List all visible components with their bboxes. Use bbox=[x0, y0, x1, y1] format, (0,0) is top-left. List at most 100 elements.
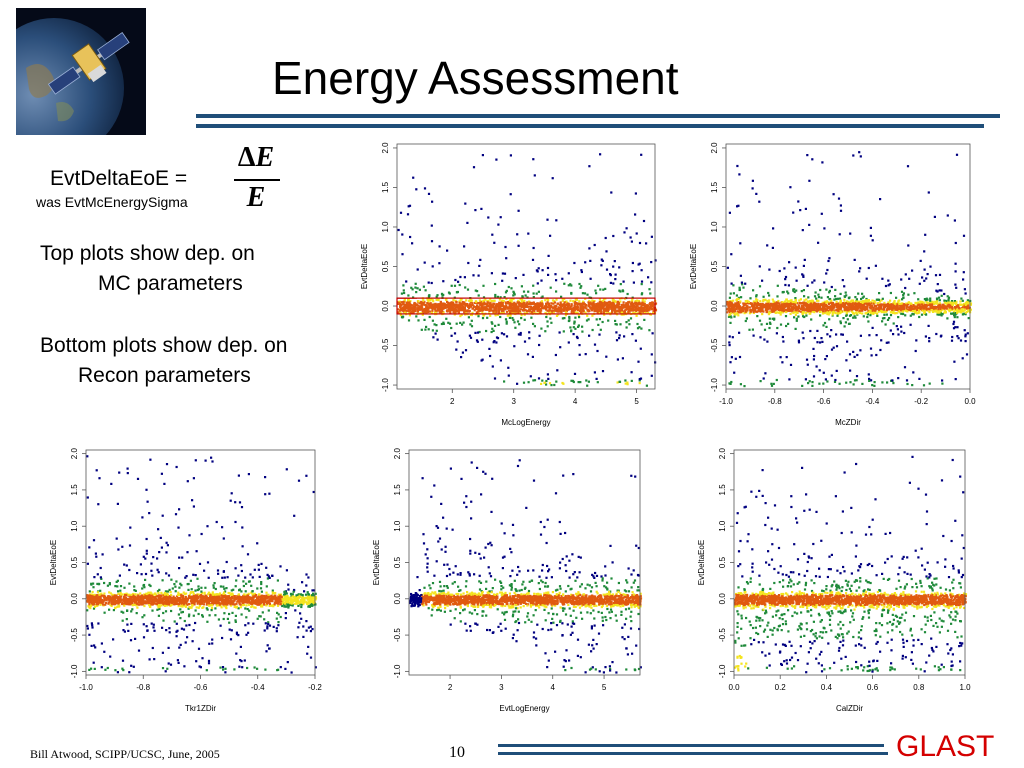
density-point bbox=[607, 308, 610, 311]
density-point bbox=[921, 301, 924, 304]
density-point bbox=[801, 308, 804, 311]
density-point bbox=[221, 526, 224, 529]
density-point bbox=[584, 261, 587, 264]
density-point bbox=[637, 303, 640, 306]
density-point bbox=[953, 316, 956, 319]
density-point bbox=[241, 545, 244, 548]
density-point bbox=[570, 329, 573, 332]
density-point bbox=[805, 314, 808, 317]
density-point bbox=[179, 608, 182, 611]
density-point bbox=[399, 304, 402, 307]
density-point bbox=[625, 307, 628, 310]
density-point bbox=[628, 305, 631, 308]
density-point bbox=[574, 327, 577, 330]
density-point bbox=[146, 500, 149, 503]
density-point bbox=[86, 496, 89, 499]
density-point bbox=[264, 493, 267, 496]
density-point bbox=[121, 545, 124, 548]
density-point bbox=[86, 562, 89, 565]
density-point bbox=[947, 299, 950, 302]
density-point bbox=[450, 284, 453, 287]
density-point bbox=[730, 316, 733, 319]
density-point bbox=[952, 312, 955, 315]
density-point bbox=[114, 585, 117, 588]
density-point bbox=[407, 319, 411, 322]
density-point bbox=[793, 316, 796, 319]
density-point bbox=[399, 307, 402, 310]
density-point bbox=[599, 328, 602, 331]
density-point bbox=[533, 379, 537, 382]
density-point bbox=[898, 311, 901, 314]
density-point bbox=[919, 307, 922, 310]
density-point bbox=[167, 662, 170, 665]
density-point bbox=[921, 305, 924, 309]
density-point bbox=[635, 232, 638, 235]
density-point bbox=[819, 310, 822, 313]
density-point bbox=[97, 622, 100, 625]
density-point bbox=[428, 294, 431, 297]
density-point bbox=[207, 576, 210, 579]
density-point bbox=[513, 321, 516, 324]
density-point bbox=[773, 307, 776, 310]
density-point bbox=[527, 305, 530, 308]
y-tick-label: 0.0 bbox=[710, 300, 719, 312]
density-point bbox=[121, 667, 124, 670]
density-point bbox=[595, 302, 598, 306]
density-point bbox=[526, 296, 529, 299]
density-point bbox=[946, 214, 949, 217]
density-point bbox=[578, 282, 581, 286]
density-point bbox=[99, 603, 102, 606]
density-point bbox=[860, 308, 863, 311]
density-point bbox=[964, 292, 967, 295]
density-point bbox=[952, 327, 956, 330]
density-point bbox=[481, 154, 484, 157]
density-point bbox=[758, 265, 761, 268]
density-point bbox=[631, 261, 634, 265]
density-point bbox=[400, 301, 403, 304]
density-point bbox=[940, 294, 943, 297]
density-point bbox=[783, 267, 786, 270]
density-point bbox=[506, 314, 509, 317]
density-point bbox=[803, 301, 806, 304]
density-point bbox=[941, 313, 944, 316]
density-point bbox=[866, 307, 869, 310]
density-point bbox=[630, 301, 634, 304]
density-point bbox=[823, 312, 826, 315]
density-point bbox=[92, 661, 95, 664]
density-point bbox=[938, 306, 941, 309]
density-point bbox=[108, 583, 111, 586]
density-point bbox=[601, 320, 604, 324]
density-point bbox=[505, 289, 508, 292]
density-point bbox=[962, 312, 965, 315]
density-point bbox=[439, 300, 442, 303]
density-point bbox=[177, 613, 180, 616]
density-point bbox=[107, 602, 110, 605]
density-point bbox=[843, 325, 846, 328]
density-point bbox=[519, 310, 522, 313]
density-point bbox=[430, 307, 433, 310]
density-point bbox=[841, 279, 844, 282]
density-point bbox=[531, 355, 534, 358]
density-point bbox=[433, 306, 436, 309]
density-point bbox=[234, 620, 237, 623]
density-point bbox=[495, 310, 498, 313]
density-point bbox=[555, 304, 558, 308]
density-point bbox=[959, 339, 963, 342]
density-point bbox=[135, 612, 138, 615]
density-point bbox=[580, 310, 583, 314]
density-point bbox=[229, 499, 232, 502]
density-point bbox=[892, 309, 895, 312]
density-point bbox=[875, 298, 878, 301]
density-point bbox=[301, 581, 304, 584]
density-point bbox=[176, 629, 179, 632]
density-point bbox=[759, 310, 762, 313]
density-point bbox=[203, 569, 206, 572]
density-point bbox=[857, 305, 860, 308]
highlight-box bbox=[396, 297, 656, 315]
density-point bbox=[861, 292, 864, 295]
density-point bbox=[858, 270, 861, 273]
density-point bbox=[498, 303, 501, 306]
density-point bbox=[728, 335, 731, 338]
density-point bbox=[537, 302, 540, 305]
density-point bbox=[867, 266, 870, 270]
